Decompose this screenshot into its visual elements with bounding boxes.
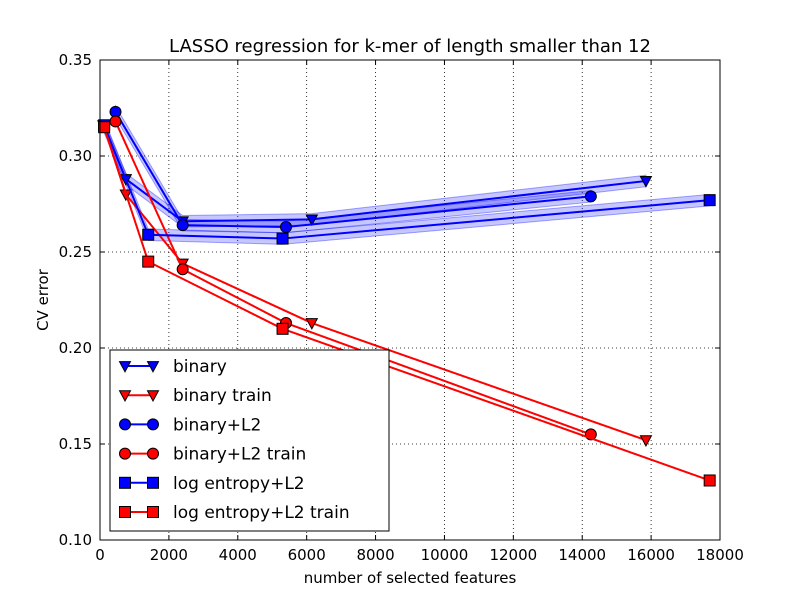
legend-marker-log-entropy-l2 — [119, 476, 131, 489]
x-axis-label: number of selected features — [304, 569, 517, 587]
y-tick-label: 0.30 — [59, 147, 92, 165]
series-line-binary-l2-train — [114, 121, 592, 436]
legend-marker-binary-train — [146, 390, 160, 403]
y-tick-label: 0.35 — [59, 51, 92, 69]
series-line-binary-l2 — [114, 111, 591, 229]
legend-marker-binary-l2-train — [147, 447, 159, 460]
legend-label-binary-train: binary train — [173, 386, 272, 406]
x-tick-label: 16000 — [627, 546, 675, 564]
legend-marker-log-entropy-l2-train — [119, 506, 131, 518]
x-tick-label: 12000 — [489, 546, 537, 564]
x-tick-label: 14000 — [558, 546, 606, 564]
legend-marker-binary-l2-train — [119, 447, 131, 460]
series-lines — [97, 105, 716, 487]
point-log-entropy-l2-train — [142, 255, 155, 268]
plot-frame — [99, 59, 721, 541]
chart-title: LASSO regression for k-mer of length sma… — [169, 36, 651, 57]
x-tick-label: 0 — [95, 546, 105, 564]
y-tick-label: 0.15 — [59, 435, 92, 453]
x-tick-label: 10000 — [421, 546, 469, 564]
legend-marker-binary — [146, 361, 160, 373]
point-log-entropy-l2 — [276, 232, 289, 245]
point-binary-l2 — [280, 221, 292, 234]
legend-marker-binary-train — [118, 390, 132, 403]
point-binary-train — [639, 435, 653, 447]
legend-marker-binary-l2 — [119, 418, 131, 431]
point-log-entropy-l2 — [142, 228, 155, 241]
legend-label-log-entropy-l2: log entropy+L2 — [173, 474, 305, 494]
point-binary-train — [305, 318, 319, 330]
point-binary — [305, 214, 319, 227]
axis-ticks — [99, 59, 721, 541]
point-log-entropy-l2-train — [276, 322, 289, 335]
x-tick-label: 4000 — [219, 546, 257, 564]
point-log-entropy-l2-train — [98, 121, 111, 134]
tick-labels: 0 2000 4000 6000 8000 10000 12000 14000 16000 180… — [59, 51, 744, 564]
y-axis-label: CV error — [34, 268, 52, 331]
series-line-log-entropy-l2 — [103, 124, 710, 240]
x-tick-label: 6000 — [288, 546, 326, 564]
series-line-log-entropy-l2-train — [103, 126, 711, 482]
x-tick-label: 18000 — [696, 546, 744, 564]
legend-marker-log-entropy-l2-train — [147, 506, 159, 518]
legend-label-binary-l2-train: binary+L2 train — [173, 445, 306, 465]
point-binary-l2 — [176, 219, 189, 232]
point-binary — [639, 176, 653, 188]
legend-marker-binary — [118, 361, 132, 373]
point-log-entropy-l2-train — [703, 474, 716, 487]
legend: binary binary train binary+L2 binary+L2 tra… — [109, 349, 390, 532]
point-log-entropy-l2 — [703, 194, 716, 207]
point-binary-l2 — [584, 190, 597, 203]
point-binary-l2-train — [109, 115, 122, 128]
x-tick-label: 2000 — [150, 546, 188, 564]
legend-label-log-entropy-l2-train: log entropy+L2 train — [173, 503, 350, 523]
legend-marker-log-entropy-l2 — [147, 476, 159, 489]
legend-label-binary: binary — [173, 357, 227, 377]
legend-label-binary-l2: binary+L2 — [173, 415, 261, 435]
point-binary-l2-train — [176, 263, 189, 276]
y-tick-label: 0.10 — [59, 531, 92, 549]
legend-marker-binary-l2 — [147, 418, 159, 431]
x-tick-label: 8000 — [356, 546, 394, 564]
y-tick-label: 0.25 — [59, 243, 92, 261]
y-tick-label: 0.20 — [59, 339, 92, 357]
legend-box — [109, 349, 390, 532]
